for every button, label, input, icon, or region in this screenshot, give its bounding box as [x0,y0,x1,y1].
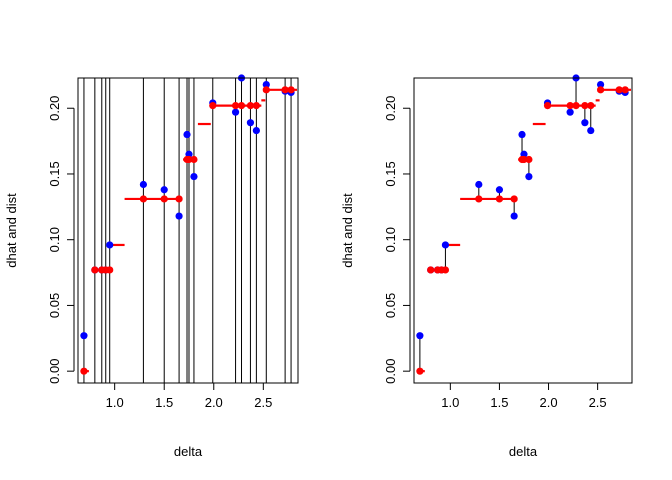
dhat-point [139,180,148,189]
dist-point [596,86,605,94]
dist-point [246,102,255,110]
left-connector-lines [83,78,292,383]
x-tick-label: 2.0 [205,395,223,410]
dist-point [566,102,574,110]
dhat-point [106,241,114,249]
dist-point [262,86,270,94]
dhat-point [231,108,240,116]
x-tick-label: 1.0 [106,395,124,410]
dist-point [587,102,595,110]
y-tick-label: 0.05 [383,293,398,318]
y-tick-label: 0.10 [47,227,62,252]
y-tick-label: 0.20 [383,96,398,121]
dist-point [139,195,148,203]
dhat-point [262,80,270,89]
left-x-axis-label: delta [174,444,203,459]
dhat-point [475,180,483,189]
y-tick-label: 0.15 [383,161,398,186]
dhat-point [160,186,168,194]
dhat-point [510,212,518,220]
dhat-point [190,172,198,181]
dist-point [252,102,260,110]
dist-point [209,102,217,110]
dist-point [441,266,450,274]
y-tick-label: 0.05 [47,293,62,318]
left-x-axis: 1.0 1.5 2.0 2.5 [106,382,272,410]
dist-point [543,102,552,110]
dist-point [581,102,589,110]
dist-point [80,367,88,375]
dhat-point [518,130,526,139]
right-panel: 1.0 1.5 2.0 2.5 0.000.050.100.150.20 delta … [340,74,633,459]
dhat-point [566,108,574,116]
dist-point [475,195,483,203]
left-panel: 1.0 1.5 2.0 2.5 0.000.050.100.150.20 delta … [4,74,299,459]
dhat-point [581,119,589,127]
dhat-point [596,80,605,89]
dist-point [287,86,295,94]
dhat-point [175,212,183,220]
dist-point [572,102,580,110]
right-x-axis-label: delta [509,444,538,459]
right-y-axis: 0.00 0.05 0.10 0.15 0.20 [383,96,411,384]
dhat-point [587,126,595,135]
dist-point [91,266,99,274]
dhat-point [252,126,260,135]
dist-point [495,195,504,203]
right-y-axis-label: dhat and dist [340,193,355,268]
x-tick-label: 2.5 [589,395,607,410]
dhat-point [495,186,504,194]
dist-point [416,367,424,375]
dist-point [525,155,533,164]
x-tick-label: 2.0 [539,395,557,410]
y-tick-label: 0.00 [47,359,62,384]
y-tick-label: 0.15 [47,161,62,186]
dist-point [185,155,193,164]
y-tick-label: 0.10 [383,227,398,252]
dist-point [621,86,629,94]
dist-point [510,195,518,203]
dhat-point [80,332,88,340]
left-y-axis-label: dhat and dist [4,193,19,268]
dhat-point [441,241,450,249]
right-dist-points [416,86,629,375]
dist-point [237,102,246,110]
dist-point [615,86,623,94]
left-y-axis: 0.00 0.05 0.10 0.15 0.20 [47,96,75,384]
x-tick-label: 2.5 [254,395,272,410]
y-tick-label: 0.20 [47,96,62,121]
x-tick-label: 1.0 [441,395,459,410]
dist-point [231,102,240,110]
x-tick-label: 1.5 [155,395,173,410]
dhat-point [416,332,424,340]
dist-point [175,195,183,203]
y-tick-label: 0.00 [383,359,398,384]
dist-point [190,155,198,164]
x-tick-label: 1.5 [490,395,508,410]
dist-point [106,266,114,274]
dist-point [427,266,435,274]
dist-point [281,86,289,94]
left-dist-points [80,86,295,375]
dhat-point [183,130,191,139]
dhat-point [246,119,255,127]
right-x-axis: 1.0 1.5 2.0 2.5 [441,382,607,410]
dist-point [160,195,168,203]
dhat-point [525,172,533,181]
